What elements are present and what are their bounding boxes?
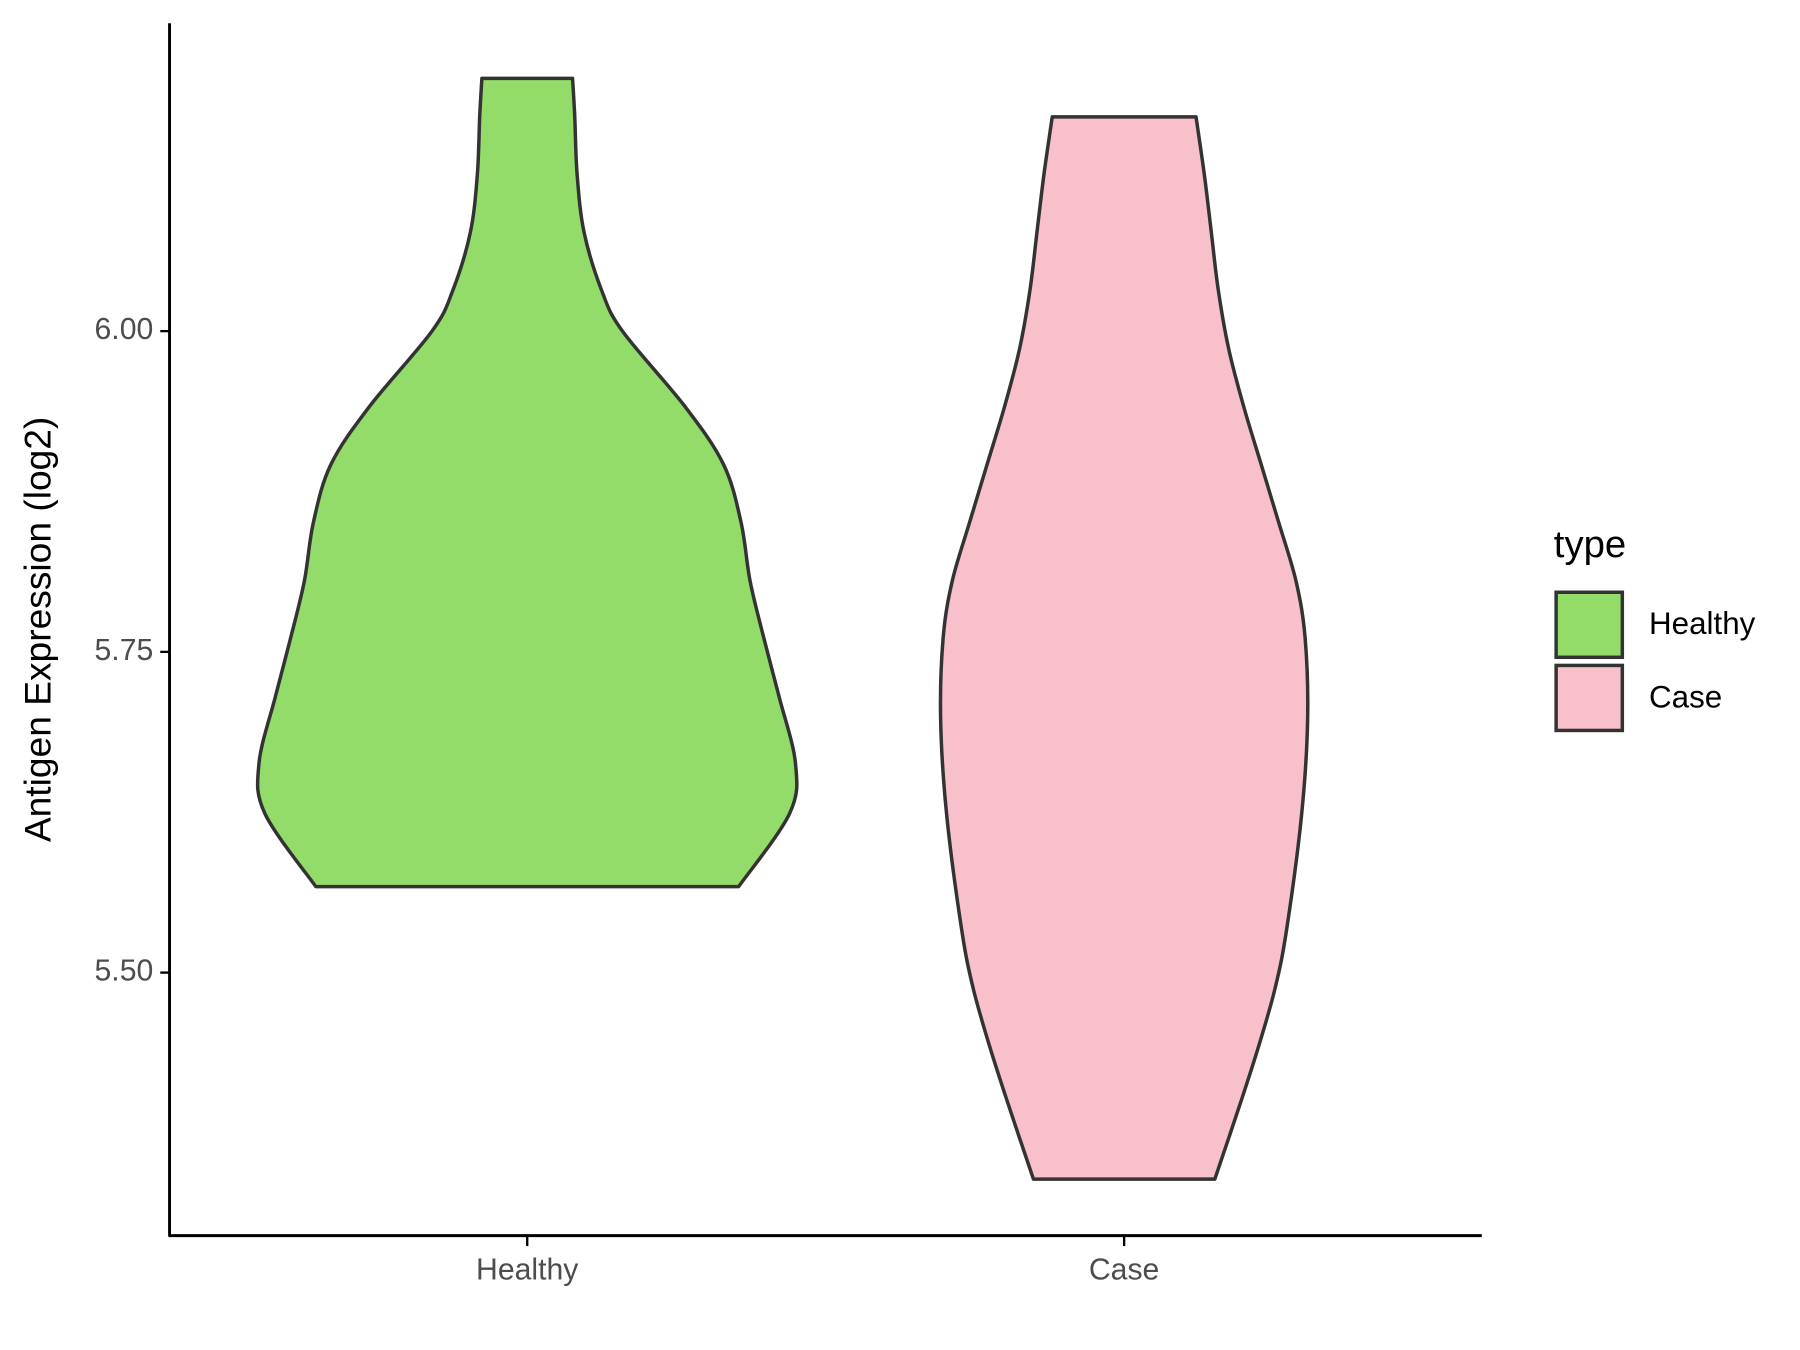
legend-title: type — [1554, 523, 1626, 566]
x-tick-label: Healthy — [476, 1254, 579, 1287]
y-tick-label: 5.75 — [95, 634, 154, 667]
legend-key — [1554, 590, 1625, 660]
legend-label: Healthy — [1649, 606, 1756, 641]
y-tick-label: 5.50 — [95, 955, 154, 988]
y-tick-label: 6.00 — [95, 313, 154, 346]
violin — [255, 76, 799, 889]
y-axis-title: Antigen Expression (log2) — [16, 417, 58, 842]
violin — [938, 115, 1310, 1181]
legend-key — [1554, 663, 1625, 733]
legend-label: Case — [1649, 679, 1722, 714]
x-tick-label: Case — [1089, 1254, 1159, 1287]
